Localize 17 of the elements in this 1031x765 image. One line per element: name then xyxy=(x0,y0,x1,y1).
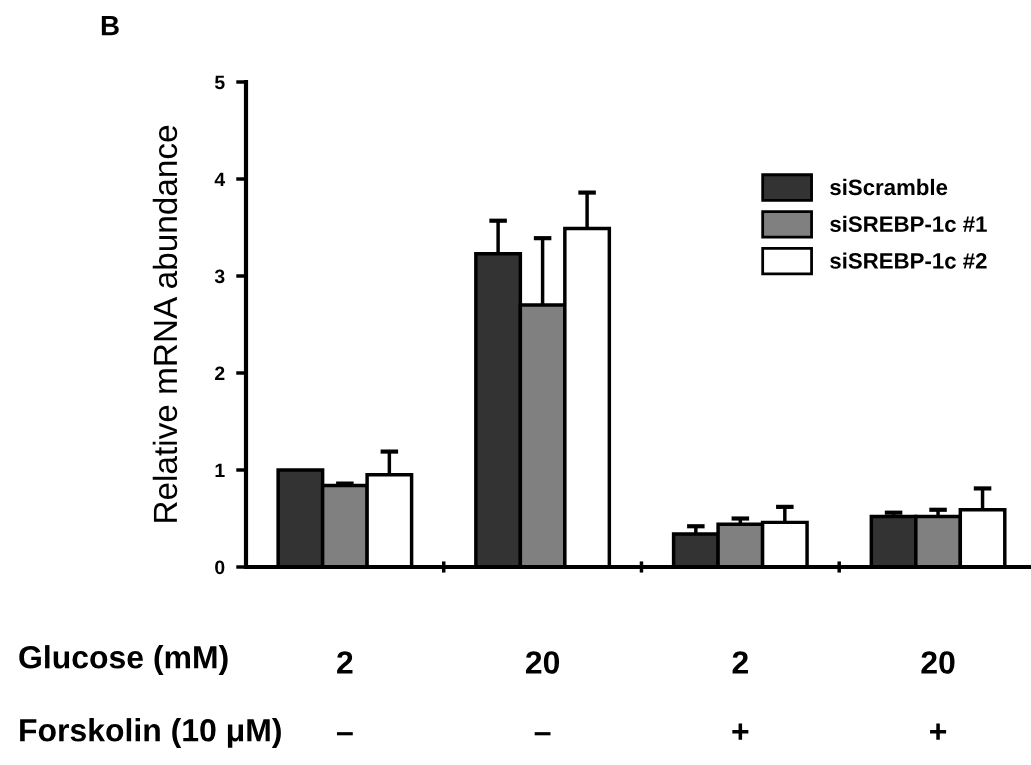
y-axis-title: Relative mRNA abundance xyxy=(152,125,178,522)
category-label: 2 – xyxy=(336,651,353,736)
legend-label: siSREBP-1c #2 xyxy=(830,252,987,269)
text: Glucose (mM) xyxy=(19,645,228,675)
category-label: 20 – xyxy=(525,651,560,736)
y-tick-label: 1 xyxy=(215,463,225,478)
y-tick-label: 2 xyxy=(215,366,225,381)
legend-label: siSREBP-1c #1 xyxy=(830,215,987,232)
y-tick-label: 5 xyxy=(214,75,225,90)
category-label: 20 + xyxy=(921,651,955,740)
category-label: 2 + xyxy=(732,651,749,740)
y-tick-label: 3 xyxy=(214,269,225,284)
y-tick-label: 4 xyxy=(214,172,226,187)
legend-label: siScramble xyxy=(830,178,948,196)
text: Forskolin (10 μM) xyxy=(20,718,281,748)
text: B xyxy=(101,16,119,36)
y-tick-label: 0 xyxy=(215,560,225,575)
